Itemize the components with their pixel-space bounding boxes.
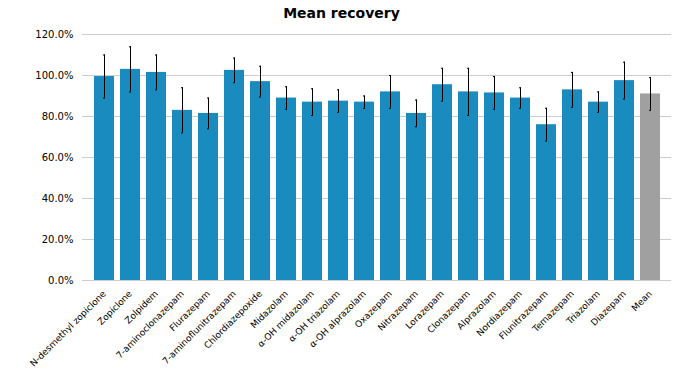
svg-text:7-aminoclonazepam: 7-aminoclonazepam [114,288,186,361]
svg-text:α-OH alprazolam: α-OH alprazolam [307,288,368,350]
svg-text:100.0%: 100.0% [35,70,73,81]
svg-text:Clonazepam: Clonazepam [425,288,472,336]
svg-text:Chlordiazepoxide: Chlordiazepoxide [202,288,264,351]
svg-text:α-OH midazolam: α-OH midazolam [255,288,316,350]
svg-text:40.0%: 40.0% [42,193,74,204]
svg-text:Flurazepam: Flurazepam [167,288,212,334]
svg-text:80.0%: 80.0% [42,111,74,122]
svg-text:Mean: Mean [630,289,654,313]
svg-text:120.0%: 120.0% [35,29,73,40]
svg-text:Alprazolam: Alprazolam [455,288,498,332]
svg-text:0.0%: 0.0% [48,275,73,286]
svg-text:20.0%: 20.0% [42,234,74,245]
svg-text:Diazepam: Diazepam [589,289,628,328]
svg-text:Zolpidem: Zolpidem [122,288,160,326]
svg-text:Nordiazepam: Nordiazepam [475,289,524,338]
svg-text:Flunitrazepam: Flunitrazepam [497,288,550,342]
html-text:Mean recovery: Mean recovery [283,5,400,21]
svg-text:α-OH triazolam: α-OH triazolam [286,288,342,344]
svg-text:7-aminoflunitrazepam: 7-aminoflunitrazepam [160,288,238,367]
svg-text:Oxazepam: Oxazepam [352,288,394,330]
svg-text:Midazolam: Midazolam [248,288,290,331]
svg-text:Temazepam: Temazepam [530,289,576,335]
svg-text:60.0%: 60.0% [42,152,74,163]
svg-text:Triazolam: Triazolam [564,288,602,327]
svg-text:Nitrazepam: Nitrazepam [375,288,420,333]
svg-text:Zopiclone: Zopiclone [95,288,134,327]
svg-text:Lorazepam: Lorazepam [403,288,446,331]
svg-text:N-desmethyl zopiclone: N-desmethyl zopiclone [28,288,108,368]
